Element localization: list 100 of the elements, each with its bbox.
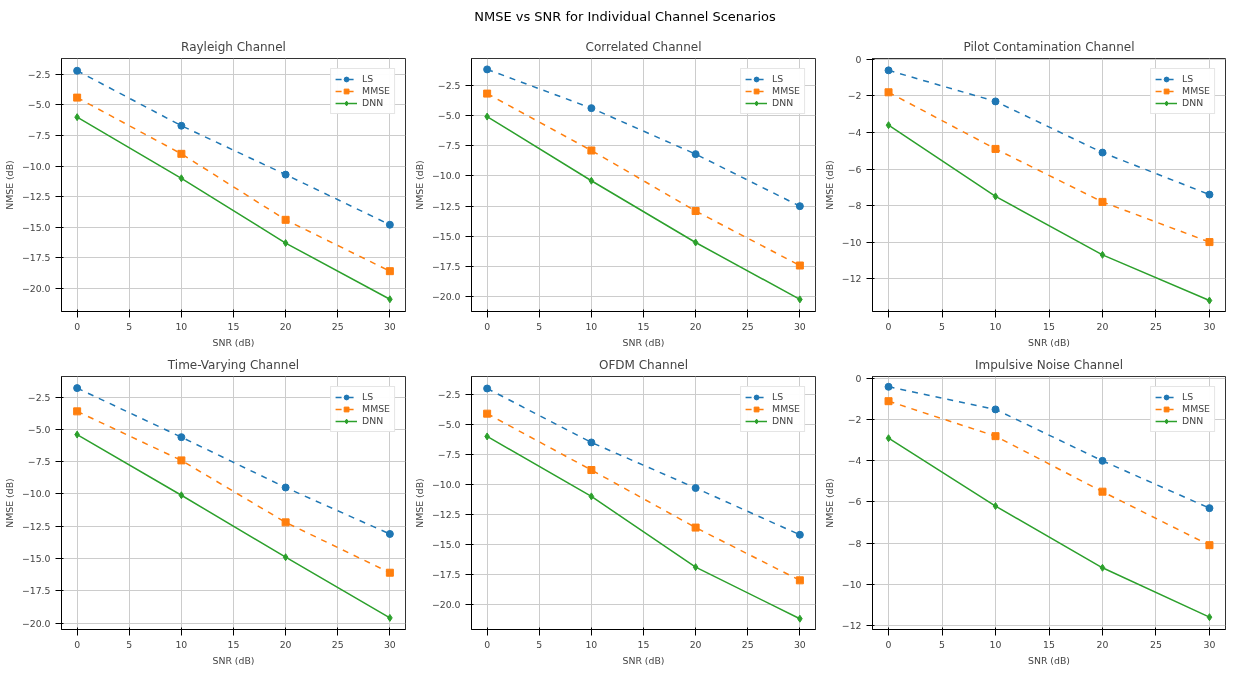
y-tick-label: −20.0 — [431, 598, 461, 610]
x-axis-title: SNR (dB) — [1028, 336, 1070, 348]
y-tick-label: −12.5 — [431, 508, 461, 520]
y-tick-label: −4 — [847, 126, 862, 138]
y-tick-label: −4 — [847, 454, 862, 466]
x-tick-label: 10 — [175, 320, 188, 332]
y-tick-label: −10 — [841, 578, 862, 590]
y-tick-label: −12.5 — [21, 190, 51, 202]
x-tick-label: 20 — [1096, 638, 1109, 650]
chart-title: Time-Varying Channel — [166, 357, 300, 372]
x-tick-label: 0 — [885, 638, 892, 650]
y-tick-label: −15.0 — [21, 221, 51, 233]
y-tick-label: −10.0 — [21, 488, 51, 500]
legend-label: LS — [772, 390, 785, 403]
legend-label: MMSE — [1182, 84, 1210, 97]
x-tick-label: 25 — [1150, 320, 1162, 332]
y-tick-label: −2 — [847, 413, 862, 425]
y-axis-title: NMSE (dB) — [823, 477, 835, 528]
y-tick-label: −5.0 — [437, 109, 461, 121]
x-tick-label: 5 — [939, 638, 946, 650]
x-tick-label: 15 — [1043, 638, 1055, 650]
y-tick-label: −10.0 — [21, 160, 51, 172]
x-tick-label: 20 — [279, 638, 292, 650]
chart-title: Pilot Contamination Channel — [963, 39, 1135, 54]
y-tick-label: −5.0 — [27, 99, 51, 111]
legend-label: MMSE — [362, 402, 390, 415]
x-tick-label: 15 — [637, 320, 650, 332]
y-axis-title: NMSE (dB) — [3, 159, 15, 210]
y-tick-label: −20.0 — [21, 617, 51, 629]
x-axis-title: SNR (dB) — [622, 336, 665, 348]
legend-label: LS — [362, 390, 375, 403]
legend-label: MMSE — [1182, 402, 1210, 415]
y-tick-label: −17.5 — [431, 260, 461, 272]
x-tick-label: 0 — [484, 638, 491, 650]
y-tick-label: −7.5 — [437, 139, 461, 151]
text: NMSE vs SNR for Individual Channel Scenarios — [474, 8, 776, 26]
x-tick-label: 30 — [793, 638, 806, 650]
x-tick-label: 25 — [741, 638, 754, 650]
y-tick-label: −7.5 — [27, 455, 51, 467]
x-tick-label: 5 — [536, 638, 543, 650]
legend-label: LS — [362, 72, 375, 85]
x-tick-label: 5 — [939, 320, 946, 332]
y-tick-label: −10.0 — [431, 169, 461, 181]
y-tick-label: −17.5 — [431, 568, 461, 580]
y-tick-label: −20.0 — [21, 282, 51, 294]
x-tick-label: 20 — [689, 320, 702, 332]
y-tick-label: −2.5 — [27, 391, 51, 403]
x-tick-label: 0 — [885, 320, 892, 332]
x-tick-label: 30 — [1203, 320, 1216, 332]
x-axis-title: SNR (dB) — [622, 654, 665, 666]
x-tick-label: 20 — [689, 638, 702, 650]
chart-title: Impulsive Noise Channel — [974, 357, 1124, 372]
x-tick-label: 5 — [126, 320, 133, 332]
x-tick-label: 30 — [1203, 638, 1216, 650]
y-tick-label: −17.5 — [21, 251, 51, 263]
y-tick-label: −8 — [847, 537, 862, 549]
x-tick-label: 25 — [1150, 638, 1162, 650]
y-tick-label: −7.5 — [27, 129, 51, 141]
y-tick-label: −10 — [841, 236, 862, 248]
y-tick-label: 0 — [855, 372, 862, 384]
x-tick-label: 30 — [793, 320, 806, 332]
chart-title: Correlated Channel — [585, 39, 702, 54]
x-axis-title: SNR (dB) — [1028, 654, 1070, 666]
legend-label: LS — [772, 72, 785, 85]
y-tick-label: −5.0 — [27, 423, 51, 435]
legend-label: MMSE — [772, 402, 800, 415]
legend-label: DNN — [362, 96, 384, 109]
x-axis-title: SNR (dB) — [212, 336, 255, 348]
y-tick-label: −12.5 — [431, 200, 461, 212]
x-tick-label: 0 — [74, 638, 81, 650]
y-tick-label: −2.5 — [27, 68, 51, 80]
y-axis-title: NMSE (dB) — [3, 477, 15, 528]
x-tick-label: 10 — [989, 638, 1002, 650]
y-tick-label: −12.5 — [21, 520, 51, 532]
x-tick-label: 30 — [383, 320, 396, 332]
x-tick-label: 30 — [383, 638, 396, 650]
x-tick-label: 0 — [74, 320, 81, 332]
y-tick-label: −6 — [847, 496, 862, 508]
x-tick-label: 10 — [585, 320, 598, 332]
legend-label: LS — [1182, 390, 1195, 403]
x-tick-label: 15 — [1043, 320, 1055, 332]
legend-label: DNN — [1182, 96, 1204, 109]
y-tick-label: −15.0 — [431, 538, 461, 550]
x-tick-label: 25 — [741, 320, 754, 332]
legend-label: LS — [1182, 72, 1195, 85]
y-axis-title: NMSE (dB) — [413, 477, 425, 528]
chart-title: OFDM Channel — [598, 357, 689, 372]
x-tick-label: 20 — [279, 320, 292, 332]
x-tick-label: 10 — [175, 638, 188, 650]
x-tick-label: 15 — [227, 320, 240, 332]
y-tick-label: −7.5 — [437, 448, 461, 460]
x-tick-label: 10 — [585, 638, 598, 650]
x-axis-title: SNR (dB) — [212, 654, 255, 666]
y-tick-label: −12 — [841, 272, 862, 284]
y-tick-label: −20.0 — [431, 291, 461, 303]
legend-label: DNN — [772, 96, 794, 109]
y-tick-label: 0 — [855, 53, 862, 65]
y-tick-label: −5.0 — [437, 418, 461, 430]
x-tick-label: 0 — [484, 320, 491, 332]
y-tick-label: −10.0 — [431, 478, 461, 490]
